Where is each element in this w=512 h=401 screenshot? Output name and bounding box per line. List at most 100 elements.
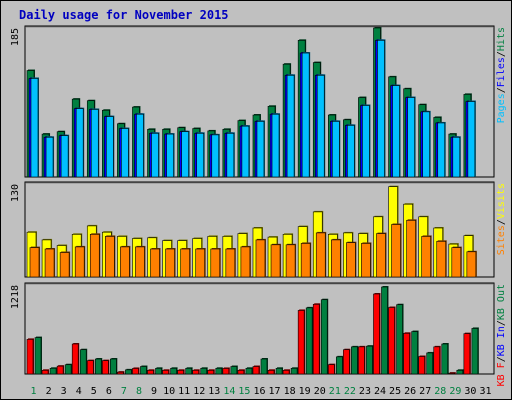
bar-sites-day-15-face	[240, 246, 251, 278]
x-tick-label-19: 19	[299, 386, 311, 397]
bar-kb-out-day-14-face	[230, 366, 238, 375]
x-tick-label-16: 16	[253, 386, 265, 397]
bar-sites-day-3	[59, 251, 71, 278]
bar-sites-day-26	[406, 219, 417, 278]
bar-sites-day-13-face	[210, 248, 221, 278]
bar-kb-f-day-18	[282, 369, 291, 375]
bar-kb-out-day-2-face	[49, 367, 57, 375]
bar-sites-day-20-face	[315, 232, 326, 278]
bar-sites-day-10-face	[165, 248, 175, 278]
bar-pages-day-13	[211, 133, 220, 178]
bar-kb-out-day-21-face	[335, 356, 343, 375]
bar-kb-f-day-5-face	[86, 360, 94, 375]
legend-item-2: KB In	[496, 326, 507, 356]
bar-sites-day-19	[300, 242, 312, 278]
legend-item-0: Sites	[496, 225, 507, 255]
bar-sites-day-7-face	[120, 246, 130, 278]
bar-kb-out-day-7-face	[125, 369, 132, 375]
bar-kb-out-day-4-face	[79, 349, 87, 375]
bar-pages-day-10-face	[166, 133, 174, 178]
bar-pages-day-11-face	[181, 131, 189, 178]
bar-kb-f-day-22-face	[343, 349, 350, 375]
bar-pages-day-6	[106, 115, 115, 178]
bar-kb-out-day-19	[305, 306, 314, 375]
bar-sites-day-23-face	[361, 243, 371, 278]
bar-kb-f-day-27-face	[418, 356, 425, 375]
bar-sites-day-21	[330, 238, 342, 278]
bar-kb-out-day-26-face	[411, 331, 418, 375]
bar-sites-day-29-face	[451, 247, 462, 278]
bar-pages-day-14	[226, 132, 235, 178]
bar-kb-f-day-4-face	[71, 343, 79, 375]
bar-kb-f-day-29-face	[448, 372, 456, 375]
bar-sites-day-6	[105, 235, 116, 278]
bar-kb-f-day-30-face	[463, 333, 471, 375]
x-tick-label-15: 15	[238, 386, 250, 397]
bar-pages-day-21-face	[331, 121, 340, 178]
bar-pages-day-23-face	[362, 105, 370, 178]
bar-kb-f-day-21	[327, 363, 336, 375]
bar-pages-day-14-face	[226, 132, 235, 178]
bar-kb-out-day-3	[64, 363, 73, 375]
bar-kb-out-day-8-face	[140, 366, 147, 375]
bar-kb-out-day-18	[290, 367, 299, 375]
bar-pages-day-1-face	[30, 78, 39, 178]
x-tick-label-31: 31	[479, 386, 491, 397]
x-tick-label-26: 26	[404, 386, 416, 397]
bar-sites-day-19-face	[300, 243, 311, 278]
bar-kb-out-day-30	[471, 327, 479, 375]
chart-title: Daily usage for November 2015	[19, 8, 229, 22]
bar-kb-out-day-25-face	[396, 304, 403, 375]
x-tick-label-17: 17	[269, 386, 281, 397]
bar-kb-f-day-11-face	[177, 369, 184, 375]
legend-item-0: KB F	[496, 362, 507, 386]
bar-sites-day-9	[150, 248, 161, 278]
bar-kb-f-day-19	[297, 309, 306, 375]
bar-pages-day-9	[151, 132, 160, 178]
x-tick-label-4: 4	[76, 386, 82, 397]
bar-kb-f-day-23-face	[358, 346, 365, 375]
bar-kb-f-day-6	[102, 359, 110, 375]
bar-kb-f-day-1	[26, 338, 34, 375]
bar-sites-day-28-face	[436, 241, 447, 278]
bar-sites-day-28	[436, 240, 447, 278]
bar-pages-day-13-face	[211, 134, 220, 178]
bar-sites-day-21-face	[330, 239, 341, 278]
bar-kb-f-day-2	[41, 369, 50, 375]
bar-kb-f-day-12-face	[192, 369, 200, 375]
bar-kb-out-day-24	[381, 286, 389, 375]
bar-kb-out-day-8	[140, 365, 148, 375]
bar-kb-out-day-27-face	[426, 352, 433, 375]
bar-kb-out-day-4	[79, 348, 88, 375]
bar-kb-f-day-13	[207, 369, 215, 375]
bar-sites-day-25-face	[391, 224, 401, 278]
bar-sites-day-8	[135, 245, 146, 278]
panel-hits-files-pages-ymax-label: 185	[10, 28, 21, 46]
bar-pages-day-2-face	[45, 136, 54, 178]
bar-sites-day-1-face	[29, 247, 40, 278]
bar-kb-f-day-15-face	[237, 369, 245, 375]
panel-hits-files-pages-legend: Pages/Files/Hits	[496, 27, 507, 123]
x-tick-label-24: 24	[374, 386, 386, 397]
bar-kb-out-day-6-face	[110, 358, 117, 375]
bar-pages-day-25-face	[392, 85, 400, 178]
bar-pages-day-2	[45, 136, 55, 178]
bar-kb-out-day-16	[260, 358, 268, 375]
legend-item-4: Hits	[496, 27, 507, 51]
bar-pages-day-5	[90, 108, 100, 178]
bar-sites-day-29	[451, 246, 462, 278]
legend-item-1: /	[496, 87, 507, 93]
x-tick-label-2: 2	[46, 386, 52, 397]
bar-kb-out-day-5	[94, 358, 103, 375]
bar-sites-day-16	[255, 238, 266, 278]
x-tick-label-30: 30	[464, 386, 476, 397]
bar-kb-out-day-5-face	[94, 358, 102, 375]
panel-visits-sites: 130 Sites/Visits	[10, 181, 507, 278]
bar-pages-day-12	[196, 132, 205, 178]
bar-sites-day-13	[210, 248, 221, 278]
bar-kb-out-day-2	[49, 367, 58, 375]
bar-kb-f-day-12	[192, 369, 200, 375]
bar-pages-day-8	[136, 113, 145, 178]
bar-sites-day-20	[315, 231, 327, 278]
